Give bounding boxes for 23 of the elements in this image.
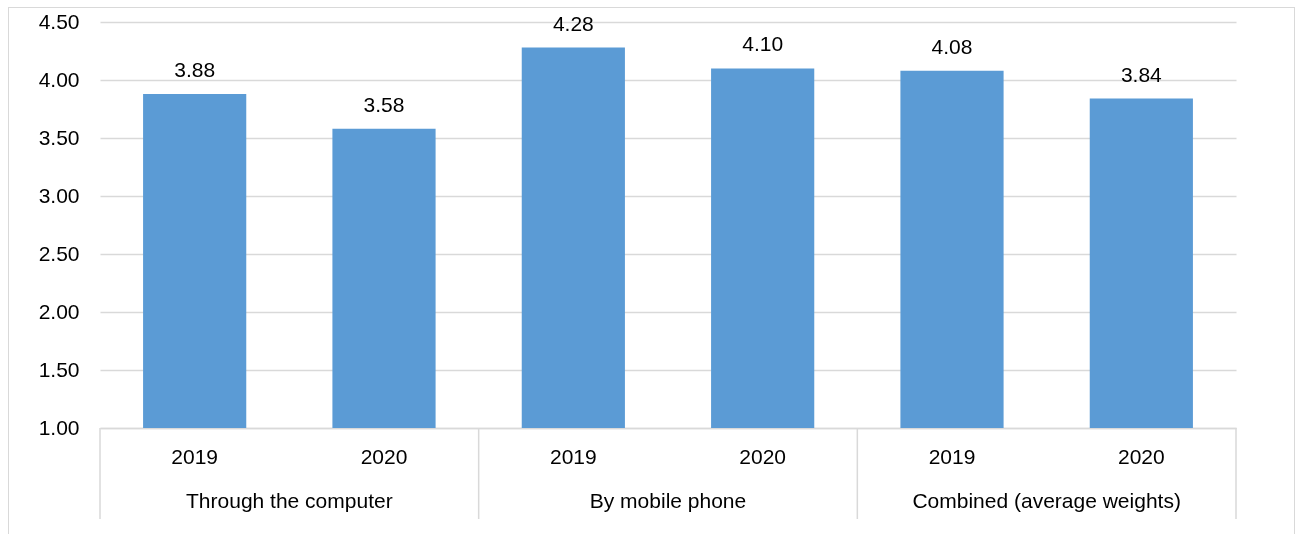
data-label: 3.58: [363, 92, 405, 116]
x-tick-label: 2020: [360, 444, 408, 468]
data-label: 4.28: [552, 11, 594, 35]
y-tick-label: 4.00: [38, 67, 80, 91]
text: Through the computer: [186, 489, 393, 512]
x-tick-label: 2020: [739, 444, 787, 468]
y-tick-label: 4.50: [38, 9, 80, 33]
data-label: 4.08: [931, 34, 973, 58]
data-label: 4.10: [742, 32, 784, 56]
y-tick-label: 1.00: [38, 415, 80, 439]
y-tick-label: 3.00: [38, 183, 80, 207]
x-tick-label: 2019: [171, 444, 219, 468]
text: Combined (average weights): [912, 489, 1181, 512]
data-label: 3.84: [1120, 62, 1163, 86]
x-tick-label: 2019: [549, 444, 597, 468]
text: By mobile phone: [589, 489, 747, 512]
y-tick-label: 2.50: [38, 241, 80, 265]
data-label: 3.88: [174, 57, 216, 81]
x-tick-label: 2019: [928, 444, 976, 468]
y-tick-label: 1.50: [38, 357, 80, 381]
y-tick-label: 2.00: [38, 299, 80, 323]
y-tick-label: 3.50: [38, 125, 80, 149]
x-tick-label: 2020: [1117, 444, 1165, 468]
